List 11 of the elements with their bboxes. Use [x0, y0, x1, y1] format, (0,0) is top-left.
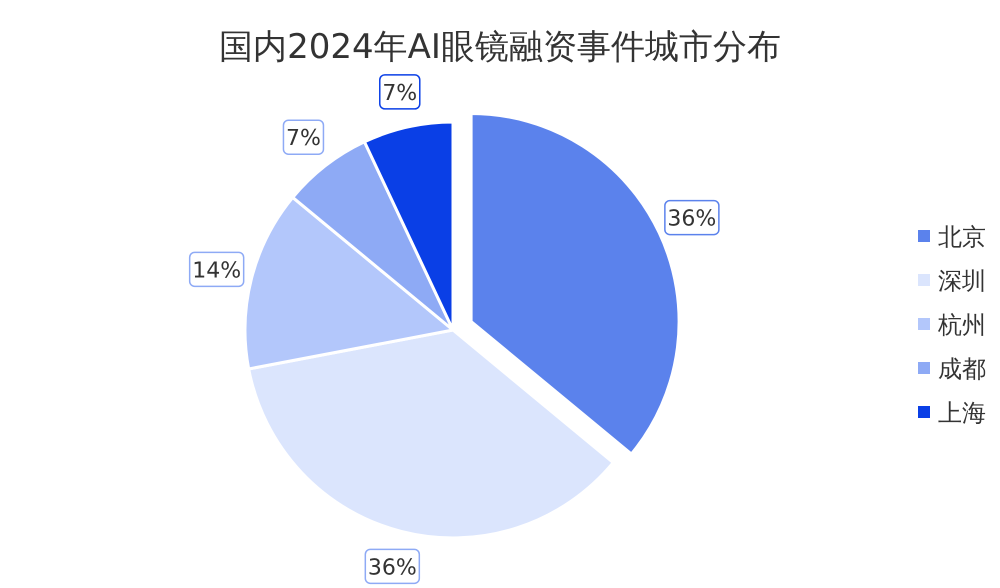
legend-label: 成都 — [938, 355, 986, 383]
data-label: 36% — [368, 555, 417, 580]
data-label: 14% — [192, 258, 242, 284]
legend-label: 上海 — [938, 399, 986, 427]
data-label: 7% — [382, 80, 418, 106]
legend-label: 深圳 — [938, 267, 986, 295]
chart-title: 国内2024年AI眼镜融资事件城市分布 — [219, 27, 781, 67]
legend-label: 杭州 — [937, 311, 986, 339]
data-label: 7% — [286, 126, 321, 152]
data-label: 36% — [667, 206, 716, 232]
legend-label: 北京 — [938, 223, 986, 251]
